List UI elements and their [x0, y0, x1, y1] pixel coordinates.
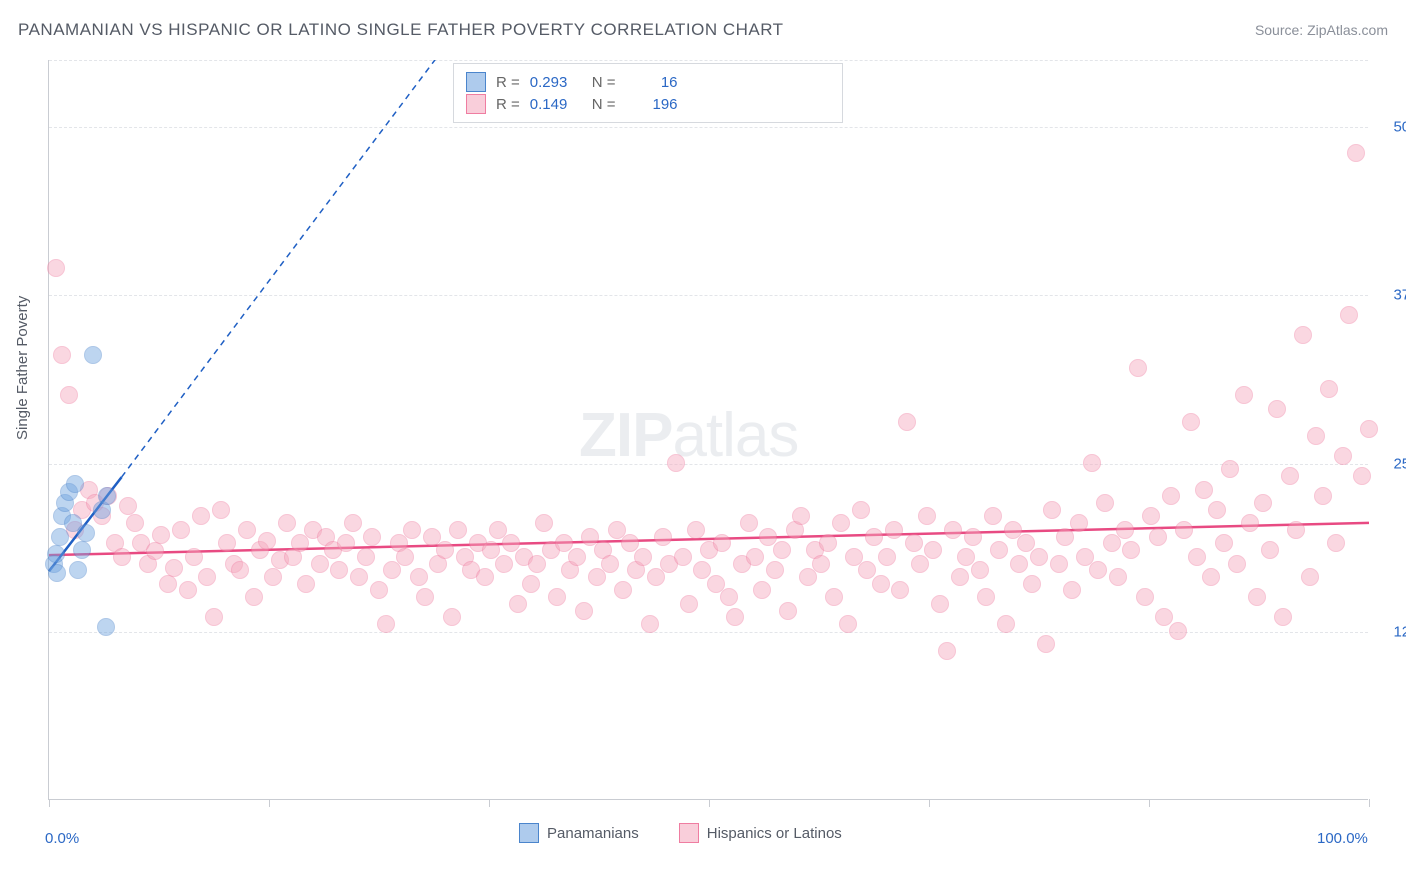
swatch-hispanic-icon	[679, 823, 699, 843]
data-point	[47, 545, 65, 563]
x-tick-label: 0.0%	[45, 830, 79, 847]
series-legend: Panamanians Hispanics or Latinos	[519, 823, 842, 843]
header: PANAMANIAN VS HISPANIC OR LATINO SINGLE …	[18, 20, 1388, 40]
data-point	[73, 541, 91, 559]
data-point	[98, 487, 116, 505]
y-tick-label: 37.5%	[1376, 287, 1406, 304]
data-point	[97, 618, 115, 636]
x-tick	[489, 799, 490, 807]
x-tick	[709, 799, 710, 807]
chart-title: PANAMANIAN VS HISPANIC OR LATINO SINGLE …	[18, 20, 784, 40]
data-point	[48, 564, 66, 582]
legend-item-panamanian: Panamanians	[519, 823, 639, 843]
data-point	[84, 346, 102, 364]
plot-area: ZIPatlas R = 0.293 N = 16 R = 0.149 N = …	[48, 60, 1368, 800]
chart-container: PANAMANIAN VS HISPANIC OR LATINO SINGLE …	[0, 0, 1406, 892]
y-tick-label: 50.0%	[1376, 119, 1406, 136]
data-point	[69, 561, 87, 579]
x-tick-label: 100.0%	[1317, 830, 1368, 847]
data-point	[77, 524, 95, 542]
legend-item-hispanic: Hispanics or Latinos	[679, 823, 842, 843]
data-point	[51, 528, 69, 546]
y-axis-label: Single Father Poverty	[14, 296, 31, 440]
x-tick	[269, 799, 270, 807]
x-tick	[49, 799, 50, 807]
source-attribution: Source: ZipAtlas.com	[1255, 22, 1388, 38]
x-tick	[1149, 799, 1150, 807]
x-tick	[929, 799, 930, 807]
x-tick	[1369, 799, 1370, 807]
y-tick-label: 25.0%	[1376, 455, 1406, 472]
swatch-panamanian-icon	[519, 823, 539, 843]
trend-svg	[49, 60, 1369, 800]
y-tick-label: 12.5%	[1376, 623, 1406, 640]
data-point	[66, 475, 84, 493]
